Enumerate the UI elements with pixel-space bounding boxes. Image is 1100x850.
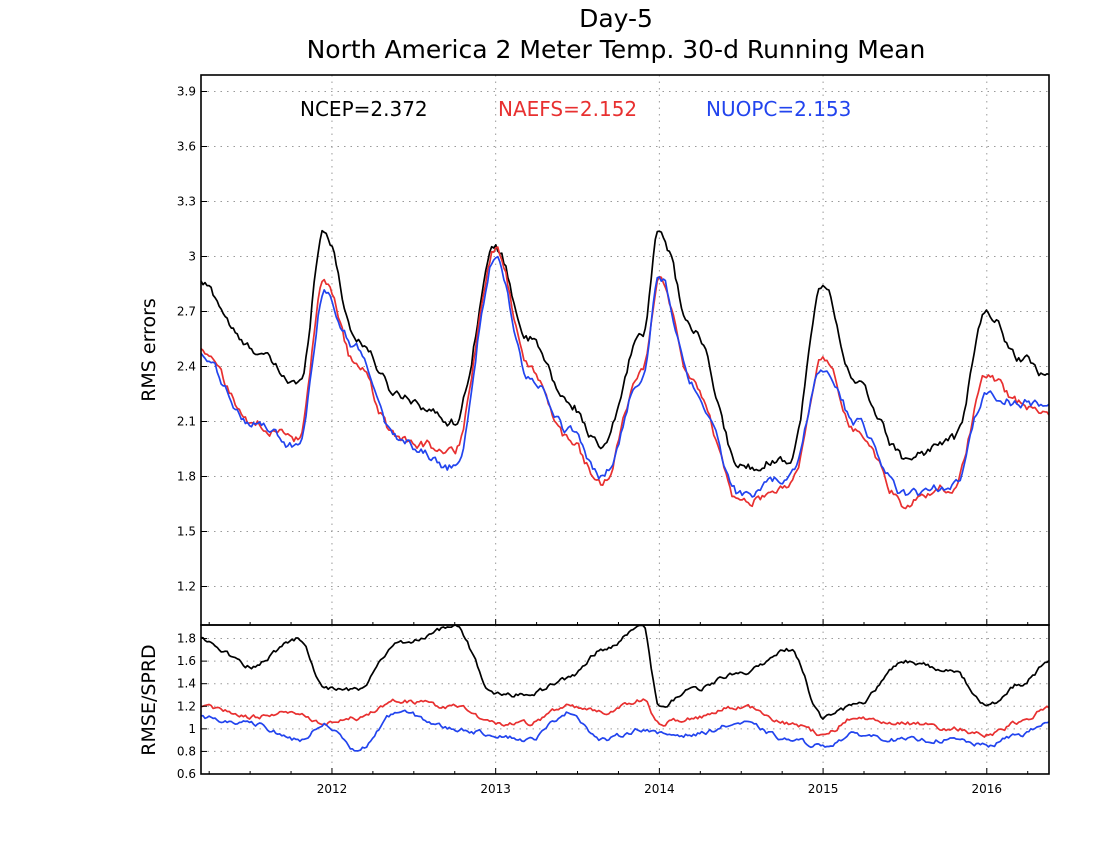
series-line-naefs bbox=[200, 698, 1050, 738]
legend-naefs: NAEFS=2.152 bbox=[498, 97, 637, 121]
top-y-tick-labels: 1.2 1.5 1.8 2.1 2.4 2.7 3 3.3 3.6 3.9 bbox=[177, 85, 207, 594]
y-tick-label: 1.2 bbox=[177, 699, 196, 713]
x-tick-label: 2016 bbox=[972, 782, 1003, 796]
series-line-naefs bbox=[200, 246, 1050, 510]
x-tick-labels: 2012 2013 2014 2015 2016 bbox=[317, 782, 1002, 796]
y-tick-label: 2.7 bbox=[177, 305, 196, 319]
y-tick-label: 1.4 bbox=[177, 677, 196, 691]
y-tick-label: 1.6 bbox=[177, 654, 196, 668]
legend-ncep: NCEP=2.372 bbox=[300, 97, 428, 121]
bottom-y-tick-labels: 0.6 0.8 1 1.2 1.4 1.6 1.8 bbox=[177, 632, 207, 781]
series-line-nuopc bbox=[200, 709, 1050, 752]
y-tick-label: 1.8 bbox=[177, 470, 196, 484]
bottom-plot-frame bbox=[200, 624, 1050, 775]
top-grid bbox=[201, 75, 1049, 625]
y-tick-label: 0.6 bbox=[177, 767, 196, 781]
bottom-grid bbox=[201, 625, 1049, 774]
x-tick-label: 2013 bbox=[480, 782, 511, 796]
y-tick-label: 1 bbox=[188, 722, 196, 736]
y-tick-label: 1.8 bbox=[177, 632, 196, 646]
y-tick-label: 1.5 bbox=[177, 525, 196, 539]
y-tick-label: 1.2 bbox=[177, 580, 196, 594]
y-tick-label: 2.4 bbox=[177, 360, 196, 374]
top-panel: 1.21.51.82.12.42.733.33.63.9 RMS errors … bbox=[138, 74, 1050, 626]
top-plot-frame bbox=[200, 74, 1050, 626]
y-tick-label: 3.9 bbox=[177, 85, 196, 99]
y-tick-label: 3.3 bbox=[177, 195, 196, 209]
x-tick-label: 2014 bbox=[644, 782, 675, 796]
legend-nuopc: NUOPC=2.153 bbox=[706, 97, 851, 121]
y-tick-label: 0.8 bbox=[177, 744, 196, 758]
chart-subtitle: North America 2 Meter Temp. 30-d Running… bbox=[307, 35, 926, 64]
y-tick-label: 3 bbox=[188, 250, 196, 264]
chart-title: Day-5 bbox=[579, 4, 653, 33]
top-y-axis-label: RMS errors bbox=[138, 298, 160, 402]
series-line-nuopc bbox=[200, 255, 1050, 498]
series-line-ncep bbox=[200, 229, 1050, 472]
bottom-series-group bbox=[200, 624, 1050, 752]
y-tick-label: 2.1 bbox=[177, 415, 196, 429]
bottom-panel: 0.6 0.8 1 1.2 1.4 1.6 1.8 2012 2013 2014 2015 2016… bbox=[138, 624, 1050, 796]
x-tick-label: 2015 bbox=[808, 782, 839, 796]
y-tick-label: 3.6 bbox=[177, 140, 196, 154]
bottom-y-axis-label: RMSE/SPRD bbox=[138, 644, 160, 755]
x-tick-label: 2012 bbox=[317, 782, 348, 796]
series-line-ncep bbox=[200, 624, 1050, 720]
top-series-group bbox=[200, 229, 1050, 510]
